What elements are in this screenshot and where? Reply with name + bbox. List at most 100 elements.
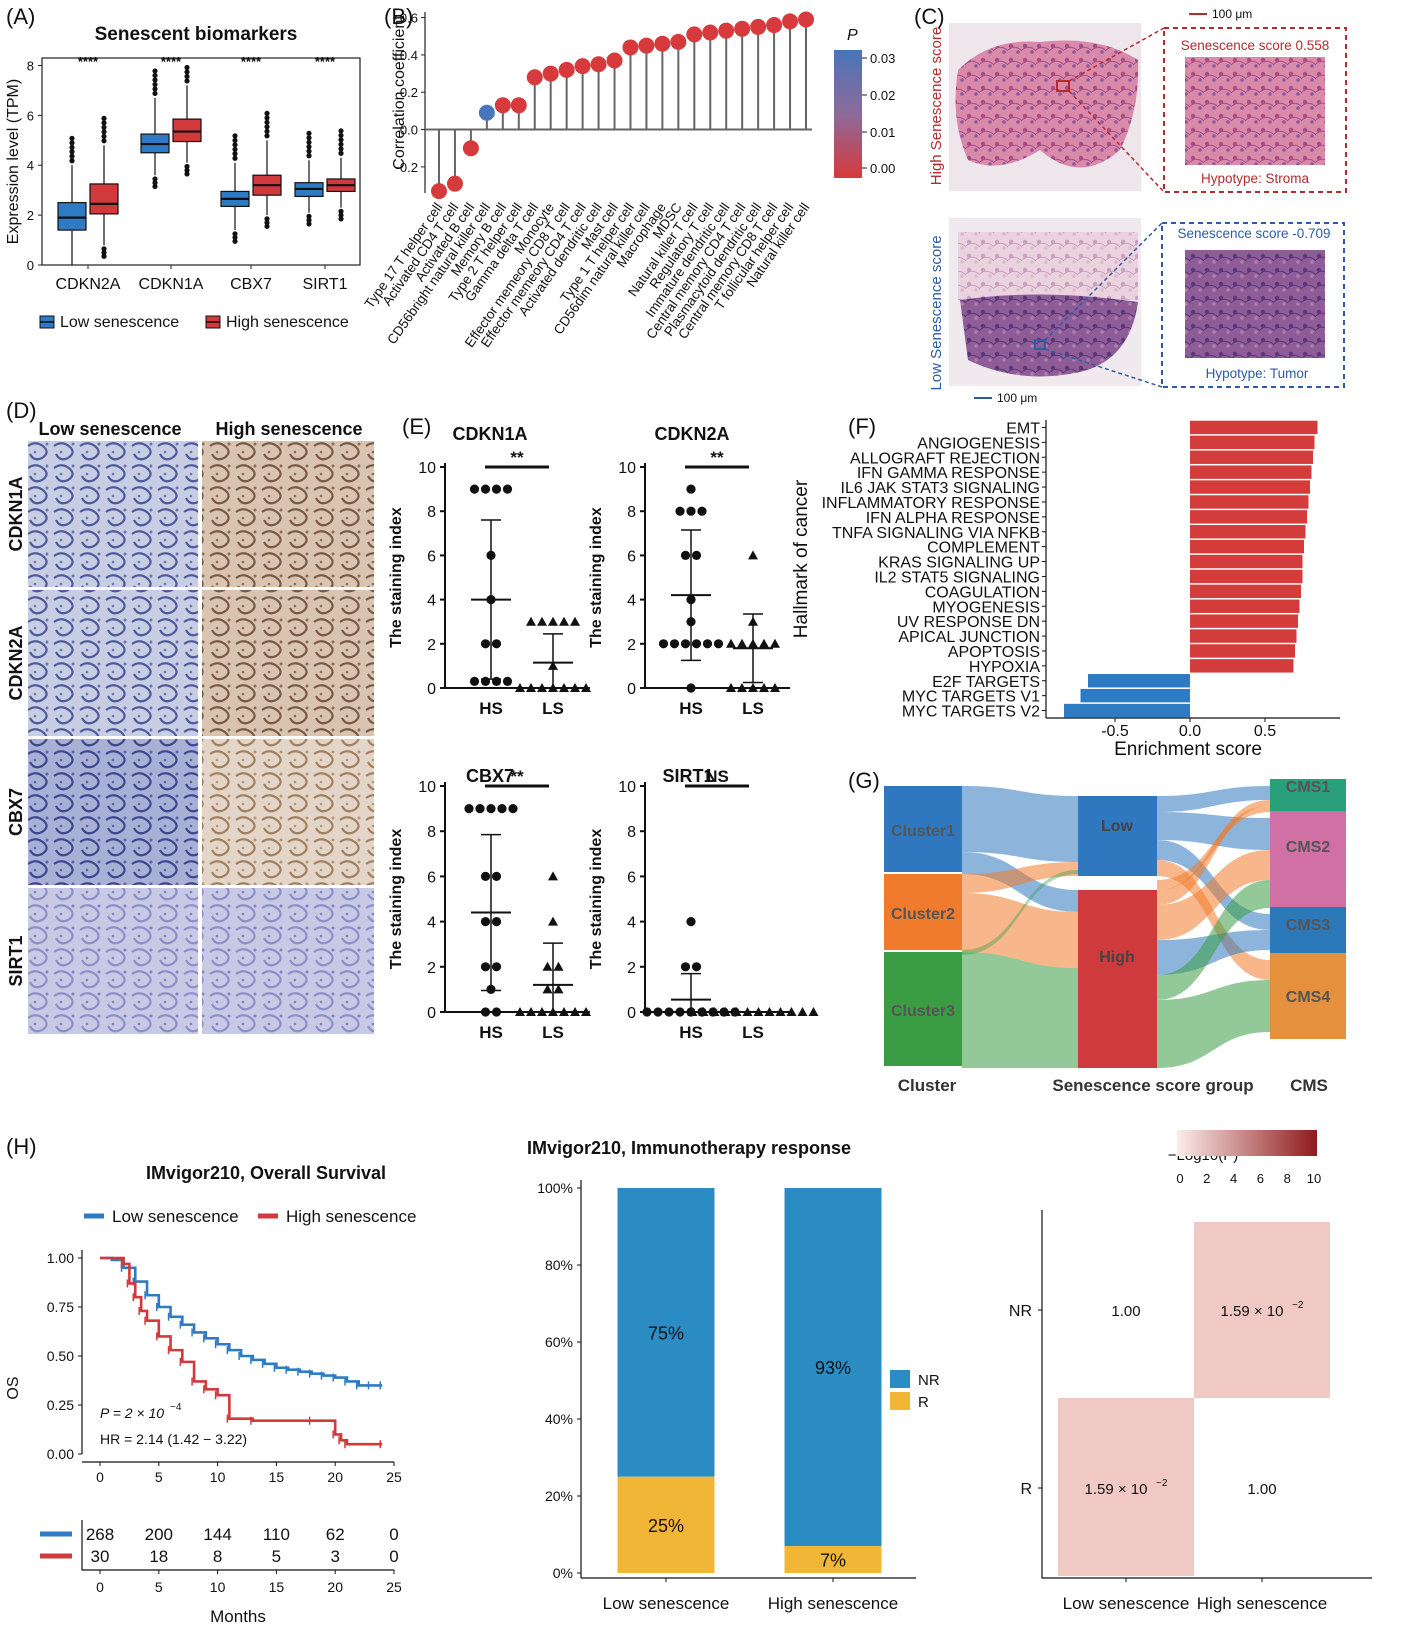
bar	[1190, 525, 1306, 539]
y-tick-label: 0	[427, 681, 436, 698]
y-tick-label: 10	[418, 460, 436, 477]
bar	[1190, 495, 1309, 509]
lollipop-point	[782, 13, 799, 30]
lollipop-point	[558, 61, 575, 78]
outlier-point	[69, 149, 75, 155]
x-axis-label: Months	[210, 1607, 266, 1626]
data-point	[486, 804, 496, 814]
data-point	[709, 1007, 720, 1016]
lollipop-point	[510, 97, 527, 114]
y-tick-label: MYOGENESIS	[932, 599, 1040, 616]
plot-title: CDKN2A	[654, 424, 729, 444]
y-tick-label: 6	[27, 108, 34, 123]
outlier-point	[184, 73, 190, 80]
scale-bar-label: 100 μm	[1212, 7, 1252, 21]
heatmap-cell-sig	[1058, 1398, 1194, 1576]
y-tick-label: 2	[627, 960, 636, 977]
data-point	[491, 871, 502, 882]
ihc-image-high	[202, 441, 374, 587]
heatmap-cell-exponent: −2	[1156, 1478, 1168, 1489]
column-label-low: Low senescence	[38, 419, 181, 439]
bar-label-r: 25%	[648, 1516, 684, 1536]
data-point	[581, 683, 591, 692]
sankey-node-cms	[1270, 811, 1346, 915]
x-tick-label: -0.5	[1101, 723, 1129, 740]
x-tick-label: 0.5	[1254, 723, 1276, 740]
risk-table-count-high: 0	[389, 1547, 398, 1566]
sankey-flow	[1157, 880, 1270, 1000]
tissue-section-low	[960, 294, 1138, 377]
km-p-exponent: −4	[170, 1402, 182, 1413]
plot-title: CBX7	[466, 766, 514, 786]
bar-segment-r	[784, 1546, 882, 1573]
outlier-point	[69, 140, 75, 146]
outlier-point	[338, 146, 344, 152]
y-tick-label: HYPOXIA	[969, 659, 1040, 676]
data-point	[653, 1007, 663, 1017]
bar	[1190, 569, 1303, 584]
outlier-point	[264, 128, 270, 134]
x-tick-label: 0	[96, 1579, 104, 1595]
y-tick-label: 8	[427, 824, 436, 841]
sankey-flow	[962, 870, 1078, 955]
outlier-point	[306, 153, 312, 159]
outlier-point	[101, 246, 107, 252]
ihc-image-high	[202, 590, 374, 736]
data-point	[748, 683, 758, 692]
y-tick-label: 0.4	[400, 48, 418, 63]
data-point	[770, 683, 780, 692]
data-point	[548, 916, 558, 926]
outlier-point	[264, 220, 270, 226]
legend-tick-label: 0.01	[870, 125, 895, 140]
data-point	[491, 676, 502, 686]
outlier-point	[232, 155, 238, 161]
panel-g: Cluster1 Cluster2 Cluster3 Low High CMS1 CMS2 C…	[884, 779, 1346, 1095]
outlier-point	[232, 137, 238, 143]
heatmap-cell-value: 1.59 × 10	[1221, 1303, 1284, 1320]
lollipop-point	[750, 18, 767, 35]
outlier-point	[306, 217, 312, 223]
column-label-high: High senescence	[215, 419, 362, 439]
risk-table-count-high: 5	[272, 1547, 281, 1566]
outlier-point	[264, 216, 270, 222]
data-point	[697, 506, 707, 516]
legend-swatch	[890, 1370, 910, 1388]
y-axis-label: Hallmark of cancer	[791, 479, 812, 638]
heatmap-cell-sig	[1194, 1222, 1330, 1398]
y-tick-label: 0%	[553, 1565, 573, 1581]
data-point	[491, 484, 502, 494]
significance-label: **	[710, 448, 724, 467]
x-tick-label: HS	[679, 699, 703, 718]
box	[57, 202, 87, 231]
outlier-point	[101, 129, 107, 135]
x-tick-label: LS	[742, 1023, 764, 1042]
y-tick-label: APOPTOSIS	[948, 644, 1040, 661]
x-tick-label: CDKN1A	[139, 276, 204, 293]
data-point	[726, 683, 736, 692]
bar	[1064, 703, 1190, 718]
bar	[1190, 614, 1298, 628]
legend-label: Low senescence	[112, 1207, 239, 1226]
legend-tick-label: 0.02	[870, 88, 895, 103]
bar	[1190, 480, 1310, 494]
x-tick-label: High senescence	[768, 1594, 898, 1613]
bar	[1190, 435, 1315, 450]
y-tick-label: 20%	[545, 1488, 573, 1504]
bar	[1080, 688, 1190, 703]
outlier-point	[264, 124, 270, 130]
sankey-flow	[1157, 850, 1270, 940]
outlier-point	[152, 180, 158, 186]
heatmap-col-label: High senescence	[1197, 1594, 1327, 1613]
x-tick-label: Low senescence	[603, 1594, 730, 1613]
sankey-flow	[962, 786, 1078, 862]
x-tick-label: LS	[542, 1023, 564, 1042]
sankey-axis-label: CMS	[1290, 1076, 1328, 1095]
sankey-node-label: Cluster1	[891, 823, 955, 840]
row-label: CBX7	[6, 788, 26, 836]
outlier-point	[69, 144, 75, 150]
heatmap-legend-tick: 0	[1176, 1171, 1183, 1186]
outlier-point	[232, 146, 238, 152]
panel-label-f: (F)	[848, 414, 877, 439]
